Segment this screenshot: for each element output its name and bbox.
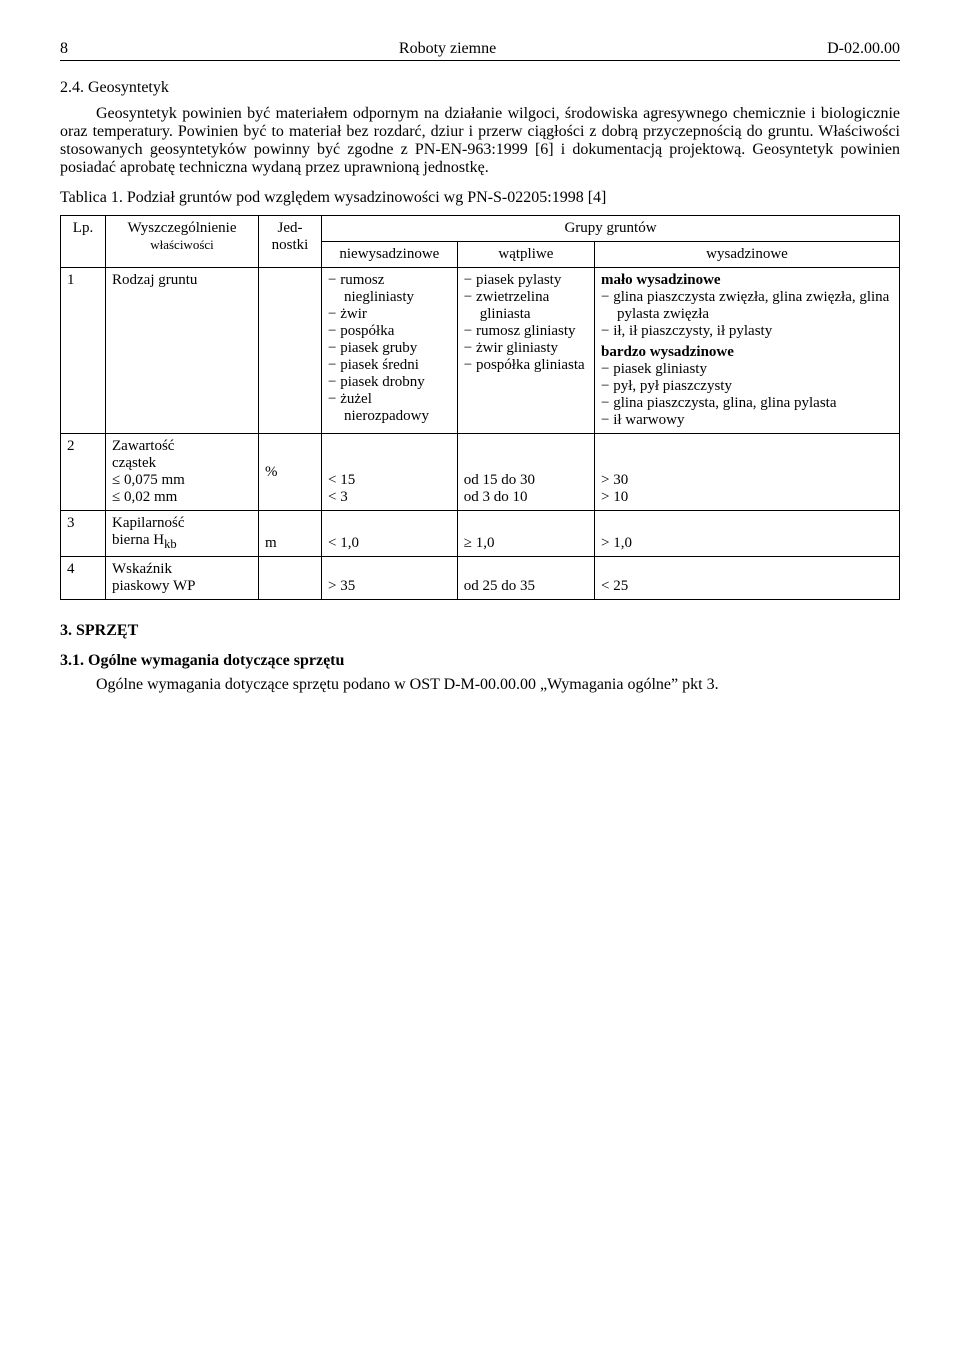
th-props-l1: Wyszczególnienie [127, 220, 236, 236]
list-item: żwir [328, 306, 451, 323]
list-item: piasek gruby [328, 340, 451, 357]
g1-list: rumosz niegliniastyżwirpospółkapiasek gr… [328, 272, 451, 425]
th-props-l2: właściwości [150, 237, 214, 252]
r2g2b: od 3 do 10 [464, 489, 528, 505]
cell-prop: Rodzaj gruntu [106, 268, 259, 434]
table-row: 2 Zawartość cząstek ≤ 0,075 mm ≤ 0,02 mm… [61, 434, 900, 511]
cell-unit [259, 268, 322, 434]
r4-l2: piaskowy WP [112, 578, 195, 594]
cell-g1: > 35 [322, 557, 458, 600]
th-lp: Lp. [61, 216, 106, 268]
r2g3b: > 10 [601, 489, 628, 505]
list-item: piasek drobny [328, 374, 451, 391]
cell-g1: < 1,0 [322, 511, 458, 557]
list-item: glina piaszczysta, glina, glina pylasta [601, 395, 893, 412]
r2g3a: > 30 [601, 472, 628, 488]
g3-label-a: mało wysadzinowe [601, 272, 721, 288]
r2-l2: cząstek [112, 455, 156, 471]
cell-lp: 4 [61, 557, 106, 600]
paragraph-geosyntetyk: Geosyntetyk powinien być materiałem odpo… [60, 105, 900, 177]
section-heading: 2.4. Geosyntetyk [60, 79, 900, 97]
list-item: zwietrzelina gliniasta [464, 289, 588, 323]
th-g3: wysadzinowe [595, 242, 900, 268]
page-header: 8 Roboty ziemne D-02.00.00 [60, 40, 900, 61]
th-unit: Jed- nostki [259, 216, 322, 268]
cell-g3: > 30 > 10 [595, 434, 900, 511]
r4-l1: Wskaźnik [112, 561, 172, 577]
list-item: rumosz gliniasty [464, 323, 588, 340]
list-item: piasek gliniasty [601, 361, 893, 378]
header-title: Roboty ziemne [399, 40, 496, 58]
th-props: Wyszczególnienie właściwości [106, 216, 259, 268]
list-item: pył, pył piaszczysty [601, 378, 893, 395]
section3-body: Ogólne wymagania dotyczące sprzętu podan… [60, 676, 900, 694]
table-row: 3 Kapilarność bierna Hkb m < 1,0 ≥ 1,0 >… [61, 511, 900, 557]
cell-g3: > 1,0 [595, 511, 900, 557]
cell-lp: 2 [61, 434, 106, 511]
section3-subheading: 3.1. Ogólne wymagania dotyczące sprzętu [60, 652, 900, 670]
table-row: 1 Rodzaj gruntu rumosz niegliniastyżwirp… [61, 268, 900, 434]
cell-prop: Wskaźnik piaskowy WP [106, 557, 259, 600]
g3b-list: piasek gliniastypył, pył piaszczystyglin… [601, 361, 893, 429]
list-item: ił, ił piaszczysty, ił pylasty [601, 323, 893, 340]
cell-g2: ≥ 1,0 [457, 511, 594, 557]
cell-unit: % [259, 434, 322, 511]
section3-heading: 3. SPRZĘT [60, 622, 900, 640]
list-item: rumosz niegliniasty [328, 272, 451, 306]
g2-list: piasek pylastyzwietrzelina gliniastarumo… [464, 272, 588, 374]
cell-prop: Zawartość cząstek ≤ 0,075 mm ≤ 0,02 mm [106, 434, 259, 511]
cell-g2: od 15 do 30 od 3 do 10 [457, 434, 594, 511]
list-item: glina piaszczysta zwięzła, glina zwięzła… [601, 289, 893, 323]
list-item: pospółka [328, 323, 451, 340]
table-grunty: Lp. Wyszczególnienie właściwości Jed- no… [60, 215, 900, 600]
th-g1: niewysadzinowe [322, 242, 458, 268]
list-item: żwir gliniasty [464, 340, 588, 357]
r3-l2-sub: kb [164, 537, 177, 551]
r2-l1: Zawartość [112, 438, 174, 454]
r2g1a: < 15 [328, 472, 355, 488]
header-doc-code: D-02.00.00 [827, 40, 900, 58]
list-item: pospółka gliniasta [464, 357, 588, 374]
cell-unit [259, 557, 322, 600]
th-unit-l1: Jed- [278, 220, 303, 236]
cell-prop: Kapilarność bierna Hkb [106, 511, 259, 557]
list-item: ił warwowy [601, 412, 893, 429]
list-item: piasek średni [328, 357, 451, 374]
page-number: 8 [60, 40, 68, 58]
list-item: piasek pylasty [464, 272, 588, 289]
g3-label-b: bardzo wysadzinowe [601, 344, 734, 360]
r3-l2-pre: bierna H [112, 532, 164, 548]
table-caption: Tablica 1. Podział gruntów pod względem … [60, 189, 900, 207]
r3-l1: Kapilarność [112, 515, 184, 531]
r2-l3: ≤ 0,075 mm [112, 472, 185, 488]
cell-g3: mało wysadzinowe glina piaszczysta zwięz… [595, 268, 900, 434]
cell-g1: rumosz niegliniastyżwirpospółkapiasek gr… [322, 268, 458, 434]
cell-g3: < 25 [595, 557, 900, 600]
cell-g1: < 15 < 3 [322, 434, 458, 511]
th-g2: wątpliwe [457, 242, 594, 268]
r2-l4: ≤ 0,02 mm [112, 489, 177, 505]
table-row: 4 Wskaźnik piaskowy WP > 35 od 25 do 35 … [61, 557, 900, 600]
list-item: żużel nierozpadowy [328, 391, 451, 425]
th-unit-l2: nostki [272, 237, 309, 253]
cell-lp: 3 [61, 511, 106, 557]
g3a-list: glina piaszczysta zwięzła, glina zwięzła… [601, 289, 893, 340]
cell-lp: 1 [61, 268, 106, 434]
cell-g2: od 25 do 35 [457, 557, 594, 600]
th-group: Grupy gruntów [322, 216, 900, 242]
r2g1b: < 3 [328, 489, 348, 505]
cell-unit: m [259, 511, 322, 557]
r2g2a: od 15 do 30 [464, 472, 535, 488]
cell-g2: piasek pylastyzwietrzelina gliniastarumo… [457, 268, 594, 434]
